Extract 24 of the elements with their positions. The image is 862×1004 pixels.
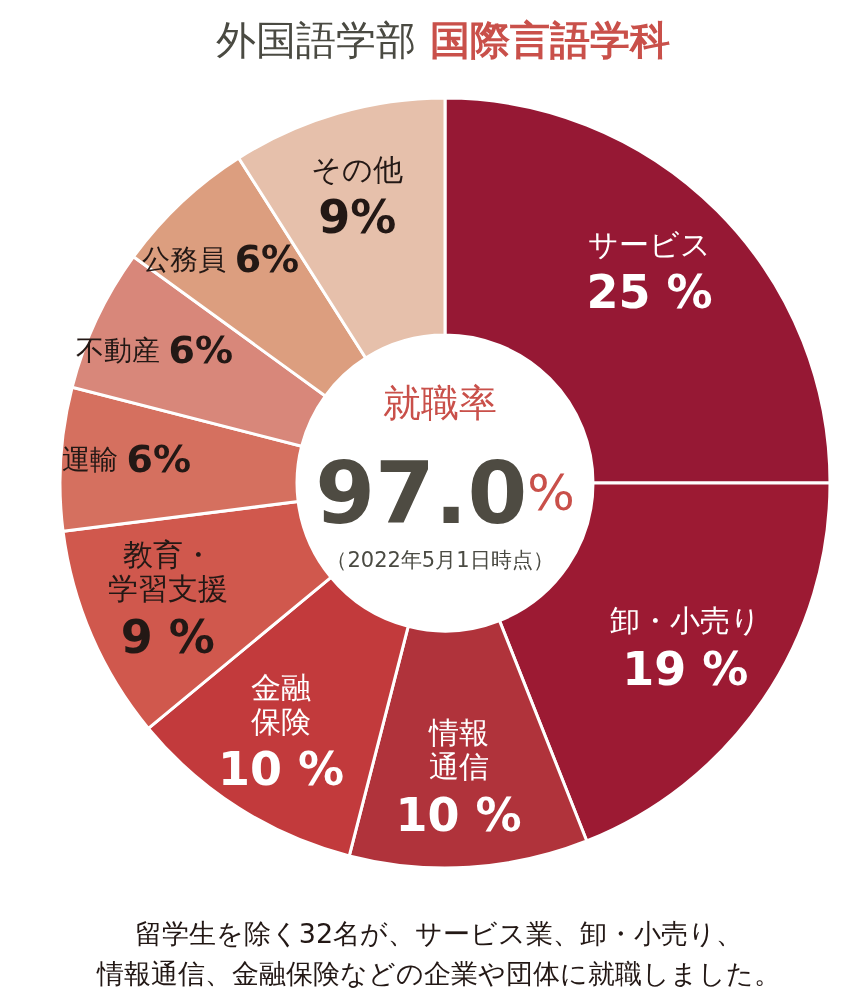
data-label: 10 %: [395, 787, 522, 842]
slice-label: 卸・小売り: [609, 603, 761, 639]
data-label: 9%: [318, 190, 397, 245]
slice-label: その他: [311, 151, 404, 187]
slice-label: 公務員: [141, 242, 235, 276]
text: 就職率: [383, 381, 497, 425]
slice-label: 金融保険: [251, 669, 312, 739]
data-label: 25 %: [586, 265, 713, 320]
data-label: 6%: [234, 237, 300, 282]
text: （2022年5月1日時点）: [326, 548, 554, 572]
data-label: 6%: [168, 328, 233, 373]
chart-title: 外国語学部: [216, 17, 417, 63]
slice-label: 教育・学習支援: [107, 537, 228, 607]
text: 留学生を除く32名が、サービス業、卸・小売り、: [134, 917, 744, 949]
chart-subtitle: 国際言語学科: [416, 17, 670, 63]
text: 情報通信、金融保険などの企業や団体に就職しました。: [96, 957, 781, 989]
slice-label: サービス: [588, 226, 712, 262]
slice-label: 運輸: [61, 442, 127, 476]
data-label: 19 %: [622, 641, 749, 696]
data-label: 10 %: [218, 742, 345, 797]
data-label: 9 %: [120, 609, 215, 664]
slice-label: 情報通信: [427, 715, 489, 785]
data-label: 6%: [126, 437, 191, 482]
text: 97.0%: [315, 443, 575, 543]
